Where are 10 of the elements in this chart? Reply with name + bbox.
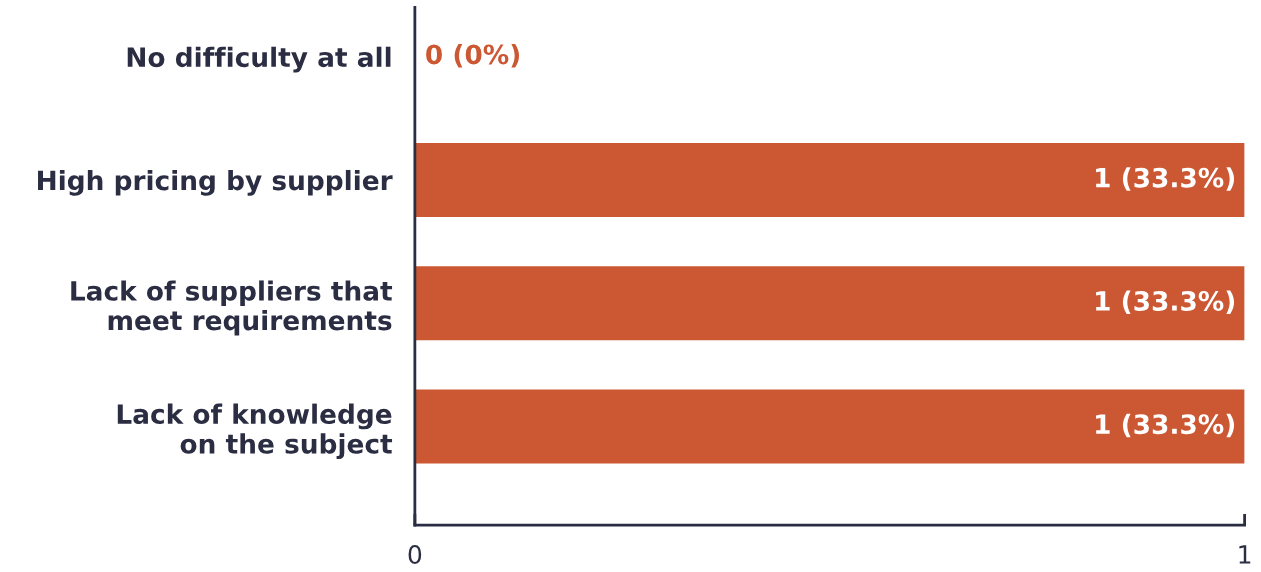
data-label: 1 (33.3%) <box>1096 413 1235 438</box>
y-tick-label: Lack of knowledge on the subject <box>117 403 393 460</box>
x-tick-label: 1 <box>1239 545 1251 564</box>
y-tick-label: High pricing by supplier <box>38 169 393 196</box>
data-label: 1 (33.3%) <box>1096 290 1235 314</box>
data-label: 0 (0%) <box>426 44 520 68</box>
y-tick-label: Lack of suppliers that meet requirements <box>71 280 393 336</box>
y-tick-label: No difficulty at all <box>127 46 391 73</box>
data-label: 1 (33.3%) <box>1096 167 1235 191</box>
x-tick-label: 0 <box>408 544 422 564</box>
